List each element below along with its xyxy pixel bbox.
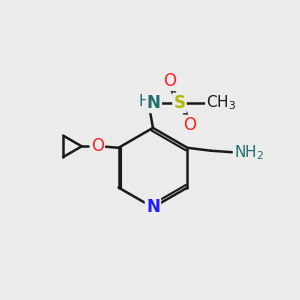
Text: S: S <box>173 94 185 112</box>
Text: N: N <box>147 94 161 112</box>
Text: CH$_3$: CH$_3$ <box>206 94 236 112</box>
Text: O: O <box>183 116 196 134</box>
Text: NH$_2$: NH$_2$ <box>234 143 264 162</box>
Text: N: N <box>146 198 160 216</box>
Text: O: O <box>91 137 104 155</box>
Text: H: H <box>138 94 150 109</box>
Text: O: O <box>163 72 176 90</box>
